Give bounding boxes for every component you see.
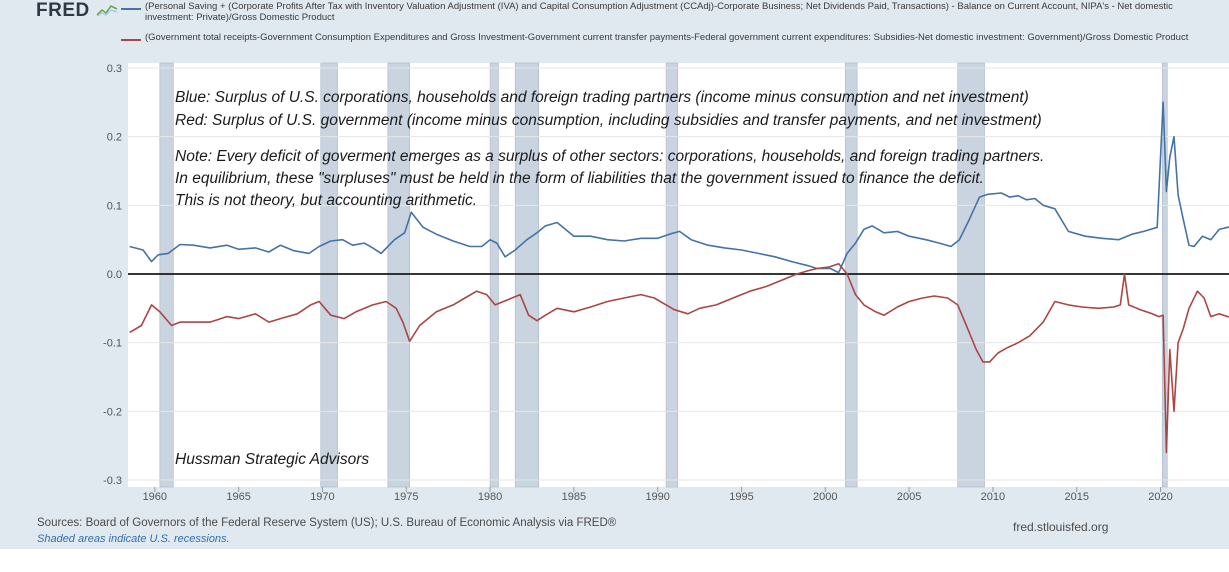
recession-band [514, 62, 539, 488]
y-tick-label: 0.3 [107, 63, 122, 75]
grid [128, 67, 1229, 481]
recession-bands [159, 62, 1168, 488]
recession-band [320, 62, 338, 488]
y-tick-label: -0.3 [103, 475, 122, 487]
fred-url[interactable]: fred.stlouisfed.org [1013, 520, 1109, 534]
x-tick-label: 1970 [310, 491, 334, 503]
legend-swatch-red [121, 39, 141, 41]
recession-band [957, 62, 985, 488]
series-group [129, 101, 1229, 454]
x-tick-label: 1980 [478, 491, 502, 503]
y-tick-label: 0.0 [107, 269, 122, 281]
annotation-note-3: This is not theory, but accounting arith… [175, 192, 477, 209]
y-tick-label: -0.2 [103, 406, 122, 418]
recession-band [665, 62, 679, 488]
x-tick-label: 1965 [226, 491, 250, 503]
annotation-credit: Hussman Strategic Advisors [175, 451, 369, 468]
legend-swatch-blue [121, 8, 141, 10]
annotation-note-1: Note: Every deficit of goverment emerges… [175, 148, 1044, 165]
recession-note: Shaded areas indicate U.S. recessions. [37, 533, 230, 545]
annotation-blue: Blue: Surplus of U.S. corporations, hous… [175, 89, 1029, 106]
y-tick-label: 0.1 [107, 200, 122, 212]
x-tick-label: 1975 [394, 491, 418, 503]
plot-area [128, 63, 1229, 487]
chart-mark-icon [96, 4, 118, 17]
series-line-red [129, 262, 1229, 454]
x-tick-label: 1960 [143, 491, 167, 503]
y-tick-label: -0.1 [103, 338, 122, 350]
annotation-red: Red: Surplus of U.S. government (income … [175, 112, 1042, 129]
sources-text: Sources: Board of Governors of the Feder… [37, 517, 617, 529]
fred-logo[interactable]: FRED [36, 0, 90, 21]
x-tick-label: 2005 [897, 491, 921, 503]
recession-band [845, 62, 858, 488]
x-tick-label: 2010 [981, 491, 1005, 503]
x-tick-label: 1985 [562, 491, 586, 503]
recession-band [489, 62, 499, 488]
y-axis: 0.3 0.2 0.1 0.0 -0.1 -0.2 -0.3 [103, 63, 122, 487]
x-tick-label: 2020 [1148, 491, 1172, 503]
x-axis: 1960 1965 1970 1975 1980 1985 1990 1995 2000 2005… [143, 487, 1173, 503]
x-tick-label: 1995 [729, 491, 753, 503]
x-tick-label: 2015 [1064, 491, 1088, 503]
recession-band [387, 62, 410, 488]
series-line-blue [129, 101, 1229, 274]
annotation-note-2: In equilibrium, these "surpluses" must b… [175, 170, 984, 187]
legend-entry-red: (Government total receipts-Government Co… [145, 32, 1189, 43]
x-tick-label: 1990 [645, 491, 669, 503]
y-tick-label: 0.2 [107, 132, 122, 144]
legend-entry-blue: (Personal Saving + (Corporate Profits Af… [145, 1, 1173, 23]
x-tick-label: 2000 [813, 491, 837, 503]
line-chart: 0.3 0.2 0.1 0.0 -0.1 -0.2 -0.3 1960 1965 1970 197… [103, 62, 1229, 503]
recession-band [1161, 62, 1168, 488]
recession-band [159, 62, 174, 488]
